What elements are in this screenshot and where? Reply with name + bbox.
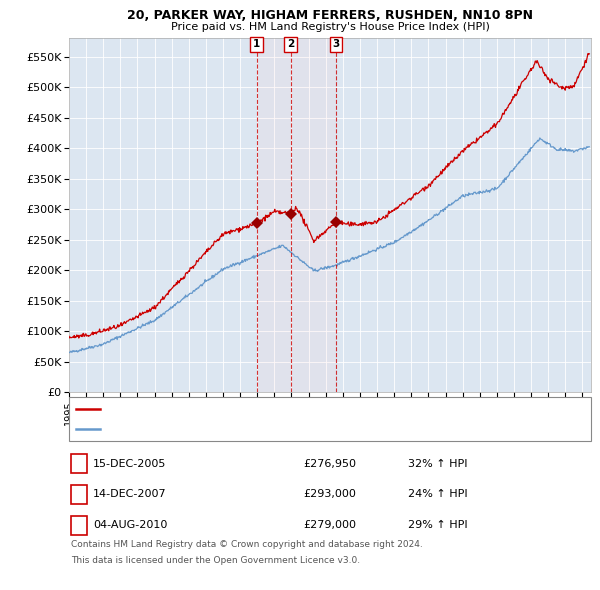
Text: This data is licensed under the Open Government Licence v3.0.: This data is licensed under the Open Gov…	[71, 556, 361, 565]
Text: 3: 3	[332, 40, 340, 50]
Text: 20, PARKER WAY, HIGHAM FERRERS, RUSHDEN, NN10 8PN (detached house): 20, PARKER WAY, HIGHAM FERRERS, RUSHDEN,…	[104, 404, 479, 414]
Text: 29% ↑ HPI: 29% ↑ HPI	[408, 520, 467, 530]
Text: Contains HM Land Registry data © Crown copyright and database right 2024.: Contains HM Land Registry data © Crown c…	[71, 540, 423, 549]
Text: 32% ↑ HPI: 32% ↑ HPI	[408, 459, 467, 468]
Text: 1: 1	[75, 459, 83, 468]
Text: 2: 2	[75, 490, 83, 499]
Text: 24% ↑ HPI: 24% ↑ HPI	[408, 490, 467, 499]
Bar	[257, 38, 336, 392]
Text: 3: 3	[75, 520, 83, 530]
Text: £279,000: £279,000	[303, 520, 356, 530]
Text: 1: 1	[253, 40, 260, 50]
Text: 14-DEC-2007: 14-DEC-2007	[93, 490, 167, 499]
Text: HPI: Average price, detached house, North Northamptonshire: HPI: Average price, detached house, Nort…	[104, 424, 404, 434]
Text: Price paid vs. HM Land Registry's House Price Index (HPI): Price paid vs. HM Land Registry's House …	[170, 22, 490, 32]
Text: 2: 2	[287, 40, 294, 50]
Text: £293,000: £293,000	[303, 490, 356, 499]
Text: 04-AUG-2010: 04-AUG-2010	[93, 520, 167, 530]
Text: 15-DEC-2005: 15-DEC-2005	[93, 459, 166, 468]
Text: 20, PARKER WAY, HIGHAM FERRERS, RUSHDEN, NN10 8PN: 20, PARKER WAY, HIGHAM FERRERS, RUSHDEN,…	[127, 9, 533, 22]
Text: £276,950: £276,950	[303, 459, 356, 468]
